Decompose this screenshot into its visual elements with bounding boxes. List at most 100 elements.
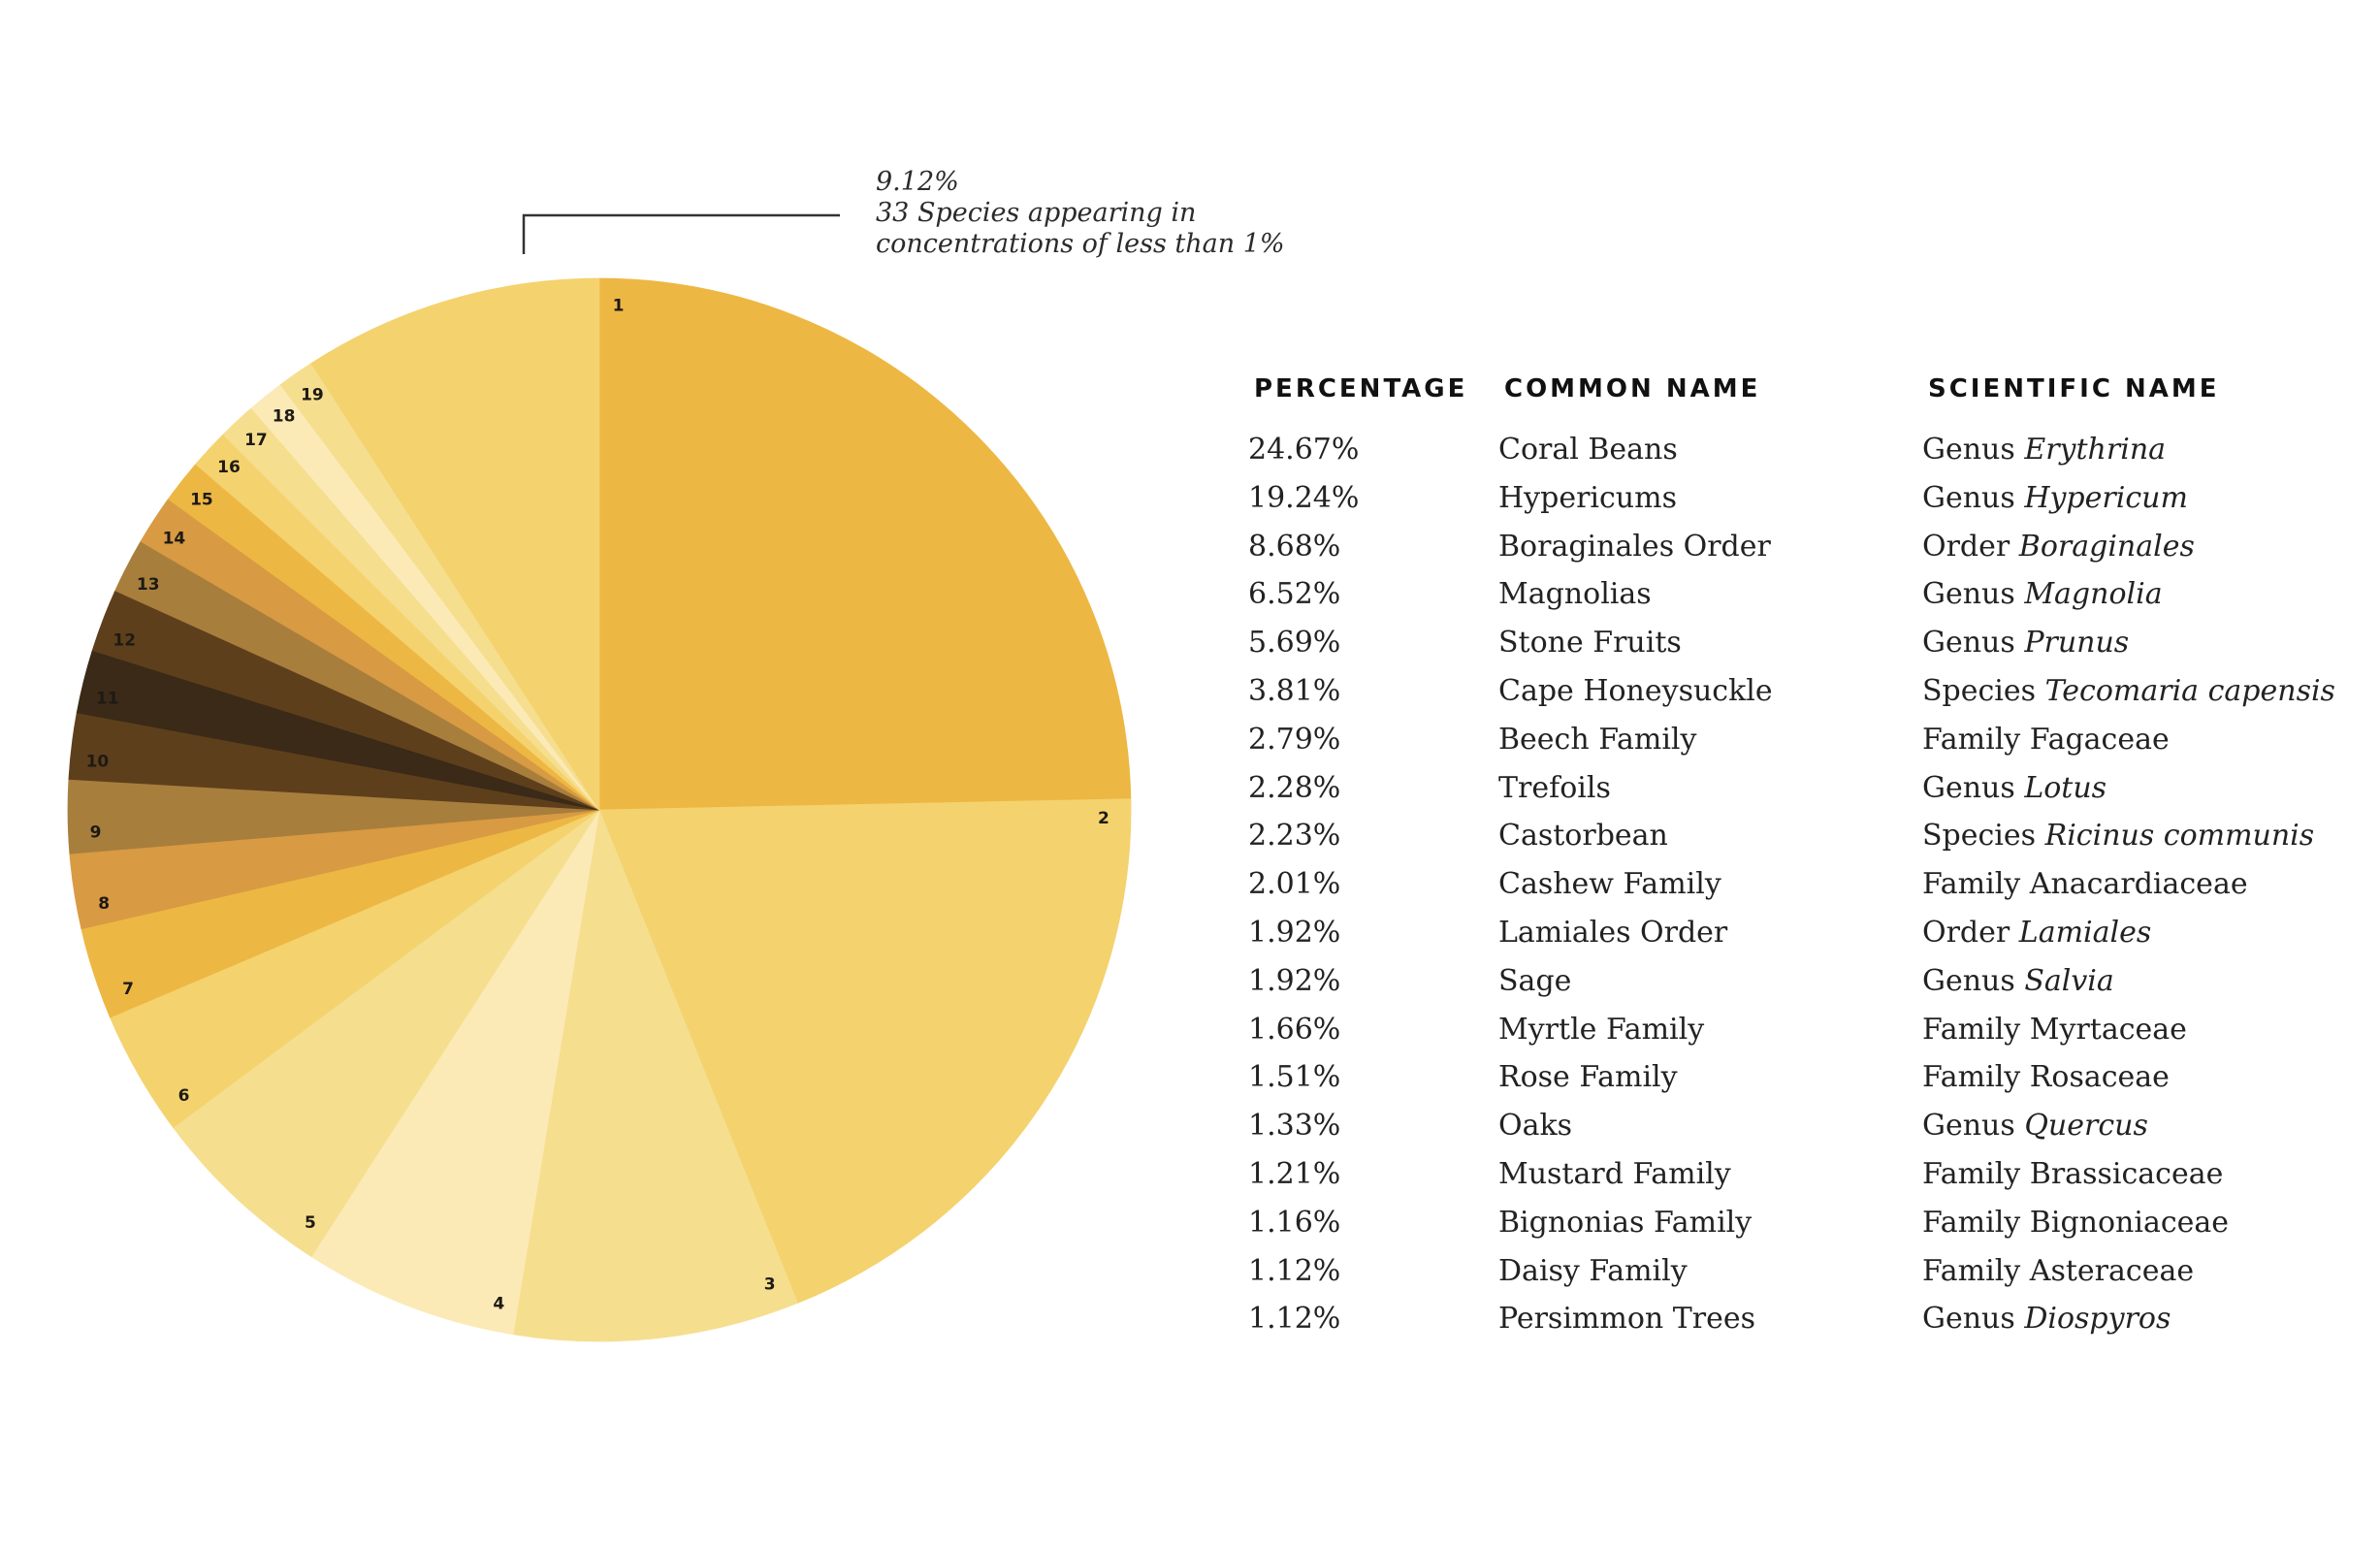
annotation-line-1: 33 Species appearing in: [876, 198, 1197, 228]
row-scientific-name: Genus Erythrina: [1922, 433, 2166, 467]
taxon-name: Brassicaceae: [2029, 1156, 2224, 1191]
row-common-name: Daisy Family: [1498, 1253, 1688, 1288]
slice-label-9: 9: [90, 822, 102, 842]
row-percentage: 1.33%: [1248, 1109, 1341, 1144]
slice-label-13: 13: [137, 575, 160, 595]
row-scientific-name: Family Asteraceae: [1922, 1254, 2194, 1288]
row-percentage: 8.68%: [1248, 529, 1341, 564]
row-percentage: 2.01%: [1248, 867, 1341, 902]
pie-slice-4: [310, 809, 600, 1336]
annotation-line-2: concentrations of less than 1%: [876, 229, 1285, 259]
row-common-name: Lamiales Order: [1498, 915, 1728, 950]
taxon-rank: Family: [1922, 867, 2021, 902]
row-scientific-name: Family Anacardiaceae: [1922, 867, 2248, 901]
pie-slices: [67, 277, 1132, 1342]
slice-label-3: 3: [764, 1274, 776, 1294]
row-common-name: Oaks: [1498, 1109, 1573, 1144]
taxon-name: Myrtaceae: [2029, 1012, 2187, 1047]
taxon-name: Hypericum: [2024, 480, 2188, 515]
taxon-name: Fagaceae: [2029, 722, 2170, 757]
row-scientific-name: Genus Diospyros: [1922, 1302, 2171, 1336]
common-name-header: COMMON NAME: [1504, 374, 1761, 403]
taxon-rank: Genus: [1922, 1109, 2015, 1144]
slice-label-5: 5: [305, 1213, 316, 1233]
row-scientific-name: Genus Salvia: [1922, 964, 2114, 998]
taxon-rank: Family: [1922, 1253, 2021, 1288]
taxon-name: Ricinus communis: [2044, 819, 2315, 854]
row-common-name: Mustard Family: [1498, 1156, 1731, 1191]
slice-label-10: 10: [86, 753, 110, 772]
row-percentage: 19.24%: [1248, 480, 1360, 515]
row-percentage: 24.67%: [1248, 433, 1360, 467]
pie-slice-other: [310, 277, 600, 812]
small-species-annotation: 9.12% 33 Species appearing in concentrat…: [876, 167, 1285, 260]
slice-label-2: 2: [1098, 809, 1110, 828]
row-scientific-name: Family Bignoniaceae: [1922, 1206, 2229, 1240]
taxon-name: Quercus: [2024, 1109, 2148, 1144]
taxon-name: Diospyros: [2024, 1302, 2171, 1337]
slice-label-1: 1: [613, 296, 625, 315]
row-percentage: 1.66%: [1248, 1012, 1341, 1047]
row-percentage: 1.92%: [1248, 915, 1341, 950]
taxon-rank: Species: [1922, 819, 2037, 854]
taxon-rank: Family: [1922, 1012, 2021, 1047]
row-scientific-name: Family Fagaceae: [1922, 723, 2170, 757]
row-scientific-name: Genus Hypericum: [1922, 481, 2188, 515]
taxon-rank: Family: [1922, 1060, 2021, 1095]
slice-label-4: 4: [493, 1295, 504, 1314]
slice-label-14: 14: [163, 530, 186, 549]
row-common-name: Stone Fruits: [1498, 626, 1682, 661]
row-scientific-name: Species Ricinus communis: [1922, 819, 2314, 853]
row-common-name: Hypericums: [1498, 480, 1677, 515]
row-common-name: Cape Honeysuckle: [1498, 673, 1773, 708]
taxon-name: Asteraceae: [2029, 1253, 2195, 1288]
pie-slice-5: [173, 809, 600, 1258]
taxon-name: Lotus: [2024, 770, 2107, 805]
row-percentage: 2.28%: [1248, 770, 1341, 805]
taxon-name: Anacardiaceae: [2029, 867, 2248, 902]
taxon-rank: Genus: [1922, 963, 2015, 998]
row-scientific-name: Family Rosaceae: [1922, 1060, 2170, 1094]
row-scientific-name: Order Boraginales: [1922, 530, 2195, 564]
row-percentage: 6.52%: [1248, 577, 1341, 612]
taxon-rank: Genus: [1922, 1302, 2015, 1337]
taxon-name: Boraginales: [2018, 529, 2195, 564]
taxon-name: Prunus: [2024, 626, 2130, 661]
taxon-name: Rosaceae: [2029, 1060, 2170, 1095]
annotation-percentage: 9.12%: [876, 167, 959, 197]
taxon-rank: Species: [1922, 673, 2037, 708]
pie-slice-1: [598, 277, 1132, 811]
slice-label-7: 7: [122, 980, 134, 999]
taxon-rank: Order: [1922, 915, 2010, 950]
row-scientific-name: Genus Magnolia: [1922, 577, 2163, 611]
row-scientific-name: Genus Prunus: [1922, 626, 2129, 660]
taxon-rank: Order: [1922, 529, 2010, 564]
row-scientific-name: Genus Lotus: [1922, 771, 2107, 805]
row-scientific-name: Genus Quercus: [1922, 1109, 2148, 1143]
slice-label-12: 12: [113, 631, 136, 651]
taxon-rank: Genus: [1922, 577, 2015, 612]
slice-label-8: 8: [98, 894, 110, 914]
row-common-name: Persimmon Trees: [1498, 1302, 1755, 1337]
pie-slice-2: [598, 798, 1132, 1304]
slice-label-19: 19: [301, 386, 324, 405]
row-common-name: Cashew Family: [1498, 867, 1721, 902]
row-percentage: 1.51%: [1248, 1060, 1341, 1095]
row-percentage: 1.16%: [1248, 1205, 1341, 1240]
row-common-name: Magnolias: [1498, 577, 1652, 612]
taxon-name: Magnolia: [2024, 577, 2163, 612]
row-common-name: Myrtle Family: [1498, 1012, 1705, 1047]
taxon-rank: Genus: [1922, 433, 2015, 467]
taxon-rank: Genus: [1922, 770, 2015, 805]
row-common-name: Beech Family: [1498, 722, 1697, 757]
row-percentage: 1.12%: [1248, 1253, 1341, 1288]
taxon-name: Salvia: [2024, 963, 2114, 998]
percentage-header: PERCENTAGE: [1254, 374, 1468, 403]
taxon-name: Tecomaria capensis: [2044, 673, 2335, 708]
scientific-name-header: SCIENTIFIC NAME: [1928, 374, 2220, 403]
row-percentage: 2.79%: [1248, 722, 1341, 757]
row-percentage: 1.21%: [1248, 1156, 1341, 1191]
slice-label-16: 16: [217, 458, 241, 477]
row-common-name: Coral Beans: [1498, 433, 1678, 467]
